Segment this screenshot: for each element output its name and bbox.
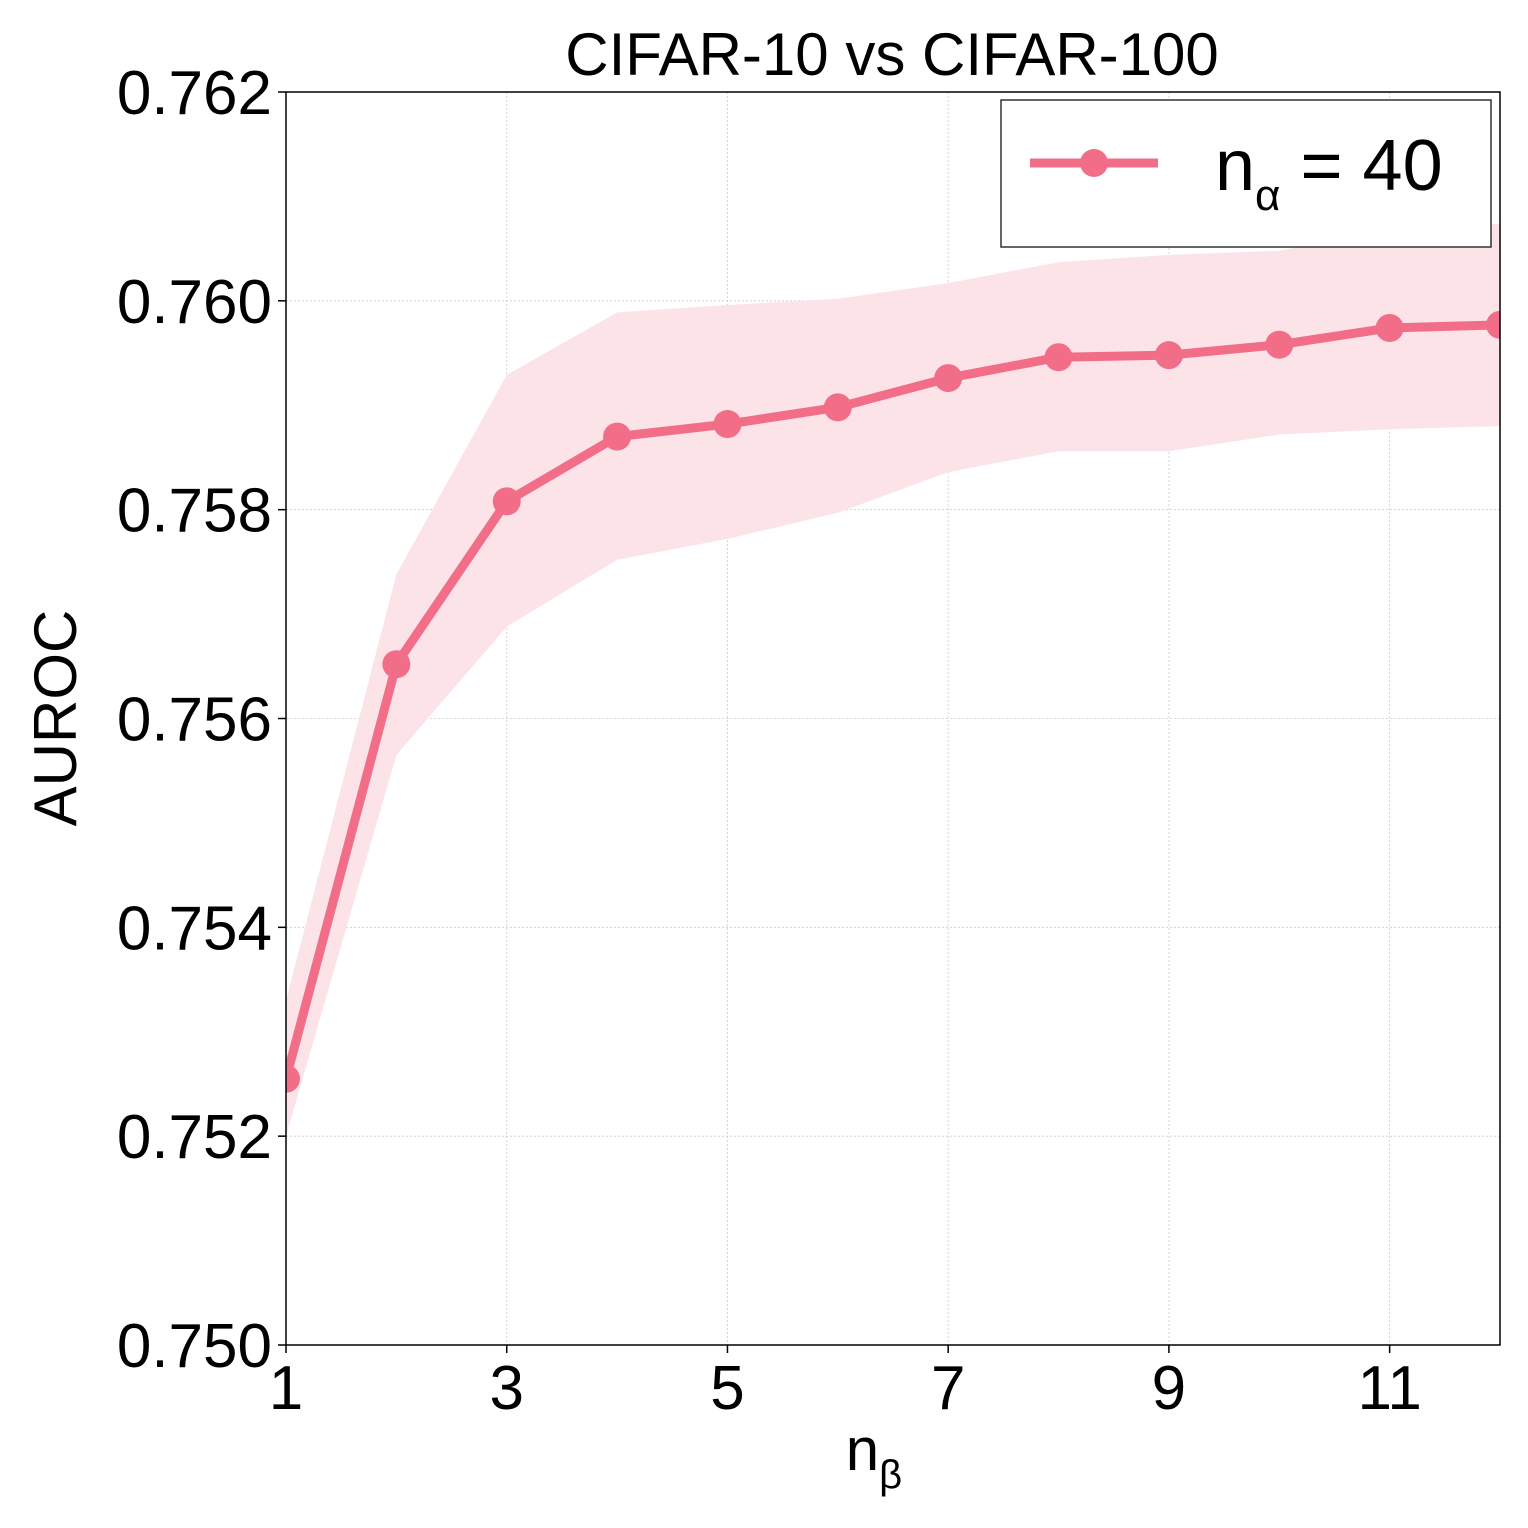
x-tick-label-7: 7 bbox=[931, 1354, 965, 1423]
data-points bbox=[286, 310, 1500, 1093]
x-axis-label-sub: β bbox=[879, 1453, 902, 1497]
series-0-std-band bbox=[286, 223, 1500, 1137]
series-0-point-11 bbox=[1375, 313, 1404, 342]
series-0-point-1 bbox=[286, 1064, 300, 1093]
confidence-band bbox=[286, 223, 1500, 1137]
y-tick-label-0.752: 0.752 bbox=[117, 1103, 272, 1172]
series-0-point-7 bbox=[934, 364, 963, 393]
x-tick-label-9: 9 bbox=[1152, 1354, 1186, 1423]
y-axis-label: AUROC bbox=[22, 610, 89, 827]
series-0-point-5 bbox=[713, 410, 742, 439]
x-axis-label-base: n bbox=[846, 1416, 879, 1483]
series-0-point-4 bbox=[603, 422, 632, 451]
y-tick-label-0.756: 0.756 bbox=[117, 686, 272, 755]
legend: nα = 40 bbox=[1000, 99, 1492, 248]
series-0-point-3 bbox=[492, 487, 521, 516]
series-0-point-2 bbox=[382, 650, 411, 679]
legend-label-value: = 40 bbox=[1280, 126, 1442, 206]
series-0-point-6 bbox=[823, 393, 852, 422]
x-tick-label-3: 3 bbox=[489, 1354, 523, 1423]
y-axis-ticks: 0.750 0.752 0.754 0.756 0.758 0.760 0.762 bbox=[117, 59, 286, 1381]
legend-label: nα = 40 bbox=[1215, 126, 1443, 220]
legend-marker-swatch bbox=[1080, 149, 1108, 177]
series-0-line bbox=[286, 320, 1500, 1080]
x-tick-label-5: 5 bbox=[710, 1354, 744, 1423]
x-axis-ticks: 1 3 5 7 9 11 bbox=[269, 1345, 1422, 1423]
x-tick-label-1: 1 bbox=[269, 1354, 303, 1423]
series-0-point-9 bbox=[1154, 341, 1183, 370]
chart-title: CIFAR-10 vs CIFAR-100 bbox=[565, 21, 1219, 88]
series-0-point-12 bbox=[1486, 310, 1500, 339]
y-tick-label-0.760: 0.760 bbox=[117, 268, 272, 337]
series-line-group bbox=[286, 320, 1500, 1080]
legend-label-sub: α bbox=[1255, 171, 1280, 220]
legend-label-base: n bbox=[1215, 126, 1255, 206]
x-axis-label: nβ bbox=[846, 1416, 902, 1497]
y-tick-label-0.762: 0.762 bbox=[117, 59, 272, 128]
series-0-point-10 bbox=[1265, 330, 1294, 359]
y-tick-label-0.754: 0.754 bbox=[117, 894, 272, 963]
y-tick-label-0.750: 0.750 bbox=[117, 1312, 272, 1381]
y-tick-label-0.758: 0.758 bbox=[117, 477, 272, 546]
series-0-point-8 bbox=[1044, 343, 1073, 372]
legend-box bbox=[1000, 99, 1492, 248]
x-tick-label-11: 11 bbox=[1357, 1354, 1421, 1423]
